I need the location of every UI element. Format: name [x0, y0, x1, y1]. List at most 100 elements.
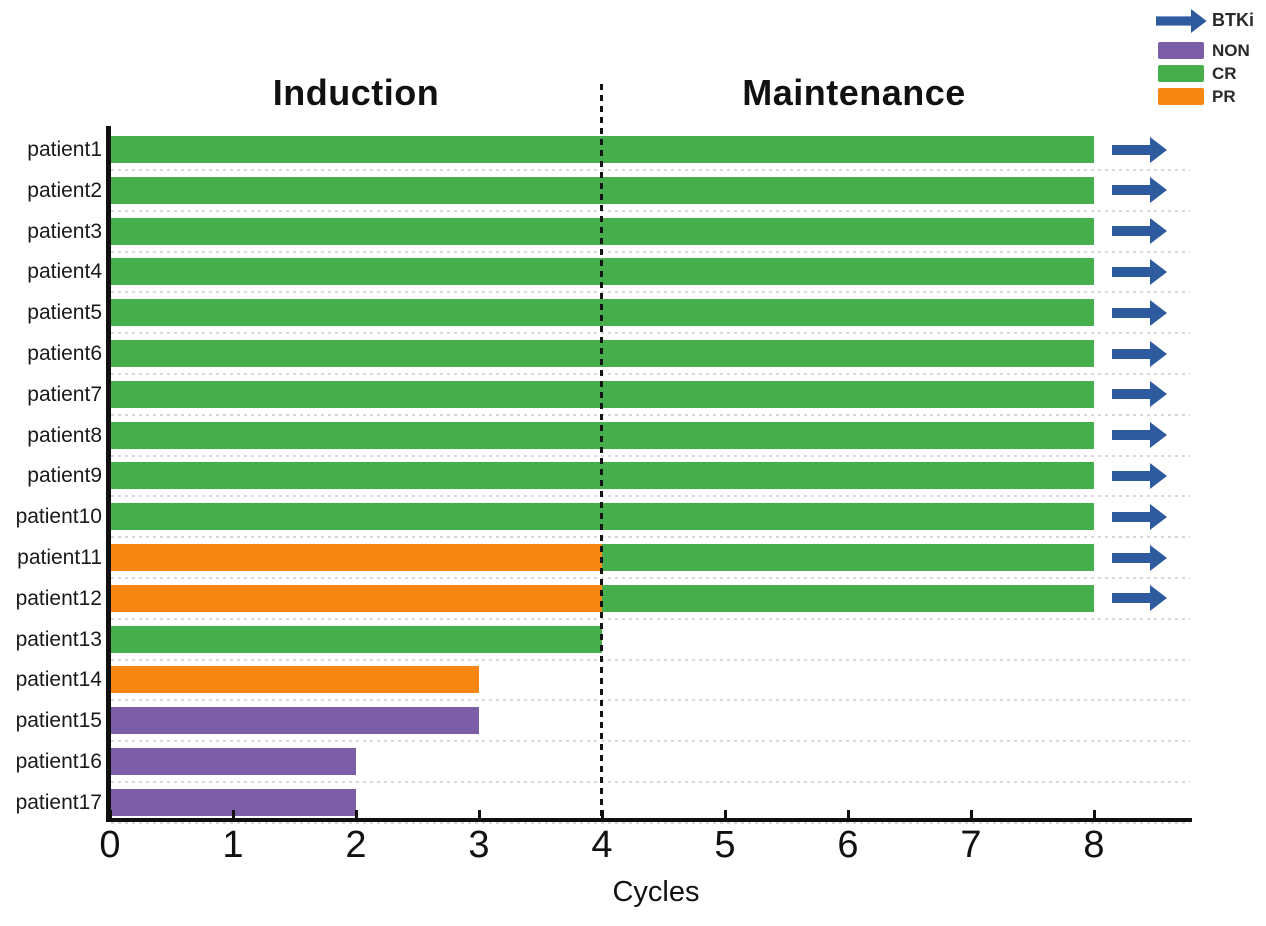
btki-arrow-head [1150, 585, 1167, 612]
x-axis-title: Cycles [612, 876, 700, 908]
y-axis-label: patient6 [27, 342, 102, 365]
y-axis-label: patient12 [15, 586, 102, 610]
btki-arrow-head [1150, 299, 1167, 326]
y-axis-label: patient3 [27, 219, 102, 243]
btki-arrow-shaft [1112, 470, 1150, 481]
bar-segment-NON [110, 707, 479, 735]
btki-arrow-shaft [1112, 389, 1150, 400]
legend-label: PR [1212, 87, 1236, 106]
x-axis-tick [1092, 810, 1096, 818]
btki-arrow-shaft [1112, 185, 1150, 196]
y-axis-label: patient5 [27, 301, 102, 325]
gridline [111, 740, 1190, 743]
y-axis-label: patient9 [27, 464, 102, 488]
gridline [111, 658, 1190, 661]
gridline [111, 250, 1190, 253]
btki-arrow-head [1150, 503, 1167, 530]
btki-arrow-head [1150, 462, 1167, 489]
btki-arrow-shaft [1112, 144, 1150, 155]
y-axis-label: patient4 [27, 260, 102, 284]
y-axis-label: patient11 [17, 546, 102, 569]
btki-arrow-head [1150, 544, 1167, 571]
legend-swatch-PR [1158, 88, 1204, 105]
y-axis-label: patient16 [15, 750, 102, 773]
btki-arrow-shaft [1112, 348, 1150, 359]
gridline [111, 413, 1190, 416]
btki-arrow-shaft [1112, 226, 1150, 237]
y-axis-label: patient7 [27, 382, 102, 406]
btki-arrow [1112, 299, 1167, 326]
gridline [111, 169, 1190, 171]
btki-arrow [1112, 462, 1167, 489]
x-axis-tick-label: 1 [222, 824, 244, 866]
btki-arrow-shaft [1112, 511, 1150, 522]
bar-segment-NON [110, 748, 356, 775]
btki-arrow [1112, 177, 1167, 204]
btki-arrow [1112, 503, 1167, 530]
btki-arrow-head [1150, 177, 1167, 204]
btki-arrow-head [1150, 340, 1167, 367]
x-axis-tick-label: 0 [99, 824, 121, 866]
legend-swatch-CR [1158, 65, 1204, 82]
legend-btki-arrow [1156, 9, 1207, 33]
btki-arrow-shaft [1112, 552, 1150, 563]
x-axis-tick [231, 810, 235, 818]
bar-segment-PR [110, 666, 479, 694]
phase-title-induction: Induction [272, 72, 440, 113]
x-axis-tick [477, 810, 481, 818]
legend-label: CR [1212, 64, 1237, 83]
y-axis-label: patient10 [15, 505, 102, 529]
legend-label: BTKi [1212, 10, 1254, 30]
gridline [111, 617, 1190, 620]
btki-arrow [1112, 258, 1167, 285]
x-axis-tick-label: 8 [1083, 824, 1105, 866]
btki-arrow [1112, 136, 1167, 163]
btki-arrow [1112, 340, 1167, 367]
x-axis-tick [600, 810, 604, 818]
btki-arrow-shaft [1112, 307, 1150, 318]
btki-arrow-head [1150, 381, 1167, 408]
gridline [111, 332, 1190, 335]
btki-arrow [1112, 381, 1167, 408]
btki-arrow-shaft [1112, 266, 1150, 277]
gridline [111, 536, 1190, 539]
x-axis-tick [846, 810, 850, 818]
btki-arrow [1112, 422, 1167, 449]
x-axis-tick-label: 3 [468, 824, 490, 866]
btki-arrow [1112, 585, 1167, 612]
x-axis-tick [354, 810, 358, 818]
bar-segment-CR [602, 544, 1094, 571]
phase-title-maintenance: Maintenance [742, 72, 966, 113]
legend: BTKi NON CR PR [1152, 4, 1266, 114]
x-axis-tick [108, 810, 112, 818]
x-axis-tick [969, 810, 973, 818]
y-axis-label: patient1 [27, 138, 102, 161]
bar-segment-CR [602, 584, 1094, 612]
gridline [111, 373, 1190, 375]
gridline [111, 821, 1190, 824]
btki-arrow-shaft [1156, 16, 1191, 26]
bar-segment-CR [110, 625, 602, 653]
x-axis-tick-label: 4 [591, 824, 613, 866]
y-axis-label: patient13 [15, 627, 102, 651]
x-axis-tick-label: 6 [837, 824, 859, 866]
btki-arrow-head [1150, 258, 1167, 285]
x-axis-line [106, 818, 1192, 822]
y-axis-label: patient14 [15, 668, 102, 692]
gridline [111, 495, 1190, 498]
y-axis-label: patient8 [27, 423, 102, 447]
btki-arrow-shaft [1112, 593, 1150, 604]
x-axis-tick [723, 810, 727, 818]
bar-segment-PR [110, 584, 602, 612]
bar-segment-PR [110, 544, 602, 571]
phase-divider-line [600, 84, 603, 818]
gridline [111, 577, 1190, 579]
x-axis-tick-label: 2 [345, 824, 367, 866]
y-axis-line [106, 126, 111, 822]
gridline [111, 209, 1190, 212]
btki-arrow [1112, 544, 1167, 571]
y-axis-label: patient17 [15, 790, 102, 814]
btki-arrow-head [1150, 422, 1167, 449]
btki-arrow-head [1190, 9, 1207, 33]
